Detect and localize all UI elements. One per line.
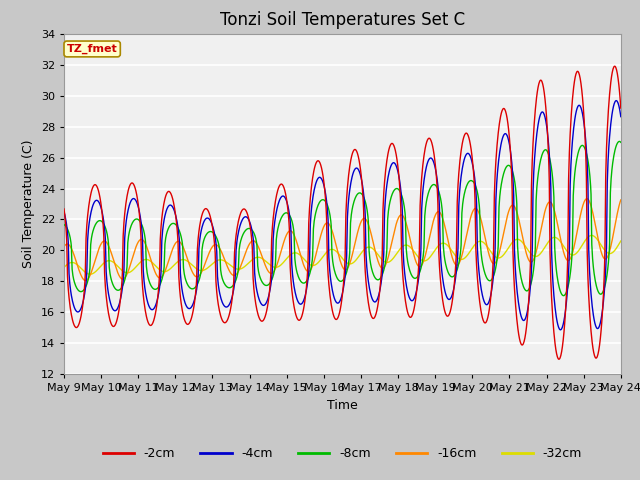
- Y-axis label: Soil Temperature (C): Soil Temperature (C): [22, 140, 35, 268]
- Title: Tonzi Soil Temperatures Set C: Tonzi Soil Temperatures Set C: [220, 11, 465, 29]
- Legend: -2cm, -4cm, -8cm, -16cm, -32cm: -2cm, -4cm, -8cm, -16cm, -32cm: [97, 442, 588, 465]
- X-axis label: Time: Time: [327, 399, 358, 412]
- Text: TZ_fmet: TZ_fmet: [67, 44, 118, 54]
